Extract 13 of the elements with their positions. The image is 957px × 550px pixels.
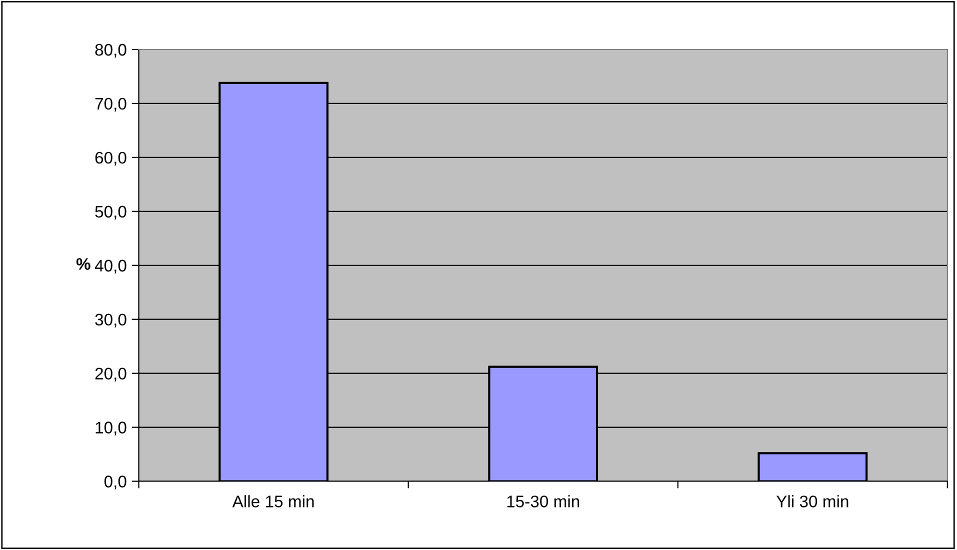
y-tick-label: 10,0 [96, 422, 126, 436]
y-tick-label: 0,0 [104, 476, 126, 490]
y-tick-label: 40,0 [94, 260, 126, 274]
y-tick-label: 80,0 [95, 44, 126, 58]
x-tick-label: Yli 30 min [776, 495, 848, 508]
y-tick-label: 70,0 [95, 98, 126, 112]
y-tick-label: 30,0 [95, 314, 126, 328]
y-tick-label: 60,0 [95, 152, 126, 166]
x-tick-label: Alle 15 min [232, 495, 314, 508]
x-tick-label: 15-30 min [507, 495, 580, 508]
y-axis-title: % [76, 258, 90, 270]
y-tick-label: 20,0 [95, 368, 126, 382]
y-tick-label: 50,0 [95, 206, 126, 220]
